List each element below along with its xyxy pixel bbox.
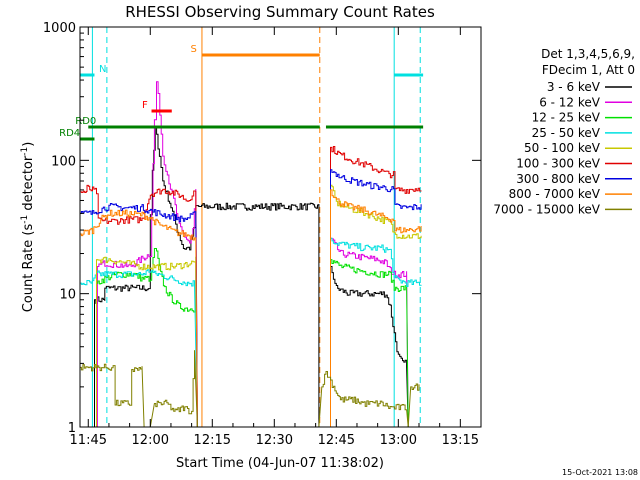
plot-frame — [79, 26, 482, 428]
x-tick-label-5: 13:00 — [380, 433, 417, 448]
x-tick-label-0: 11:45 — [70, 433, 107, 448]
x-tick-label-3: 12:30 — [256, 433, 293, 448]
state-label-2: S — [191, 44, 197, 55]
legend: Det 1,3,4,5,6,9, FDecim 1, Att 0 3 - 6 k… — [493, 47, 635, 216]
chart-title: RHESSI Observing Summary Count Rates — [125, 3, 435, 21]
legend-label-7: 800 - 7000 keV — [509, 187, 601, 201]
footer-timestamp: 15-Oct-2021 13:08 — [562, 468, 638, 477]
x-tick-label-6: 13:15 — [442, 433, 479, 448]
legend-label-8: 7000 - 15000 keV — [493, 202, 600, 216]
y-label-sup1: -1 — [20, 215, 30, 224]
state-label-3: RD0 — [75, 116, 96, 127]
series-line-7 — [80, 189, 422, 427]
series-line-1 — [80, 81, 409, 427]
y-label-part2: detector — [21, 155, 36, 215]
legend-title-line2: FDecim 1, Att 0 — [542, 63, 635, 77]
series-line-4 — [80, 184, 422, 427]
series-line-3 — [80, 237, 422, 427]
series-line-2 — [80, 248, 409, 427]
x-tick-label-4: 12:45 — [318, 433, 355, 448]
legend-label-2: 12 - 25 keV — [532, 111, 601, 125]
y-tick-label-0: 1 — [68, 421, 76, 436]
series-line-8 — [80, 350, 420, 427]
legend-title-line1: Det 1,3,4,5,6,9, — [541, 47, 635, 61]
legend-label-3: 25 - 50 keV — [532, 126, 601, 140]
x-tick-label-2: 12:15 — [194, 433, 231, 448]
legend-label-6: 300 - 800 keV — [516, 172, 600, 186]
y-tick-label-1: 10 — [59, 288, 76, 303]
plot-content — [80, 27, 424, 427]
series-line-5 — [80, 146, 422, 427]
state-label-4: RD4 — [59, 128, 80, 139]
axes: 11:45 12:00 12:15 12:30 12:45 13:00 13:15 1 10 10… — [43, 21, 482, 448]
legend-label-0: 3 - 6 keV — [547, 80, 601, 94]
y-tick-label-2: 100 — [51, 154, 76, 169]
x-axis-label: Start Time (04-Jun-07 11:38:02) — [176, 456, 384, 471]
legend-label-5: 100 - 300 keV — [516, 157, 600, 171]
x-tick-label-1: 12:00 — [132, 433, 169, 448]
series-line-0 — [80, 125, 409, 427]
series-line-6 — [80, 169, 422, 427]
y-label-part3: ) — [21, 142, 36, 147]
state-label-0: N — [99, 64, 106, 75]
y-axis-label: Count Rate (s-1 detector-1) — [20, 142, 36, 313]
y-label-part1: Count Rate (s — [21, 224, 36, 313]
y-label-sup2: -1 — [20, 147, 30, 156]
state-label-1: F — [142, 100, 148, 111]
y-tick-label-3: 1000 — [43, 21, 76, 36]
legend-label-4: 50 - 100 keV — [524, 141, 601, 155]
legend-label-1: 6 - 12 keV — [539, 95, 601, 109]
